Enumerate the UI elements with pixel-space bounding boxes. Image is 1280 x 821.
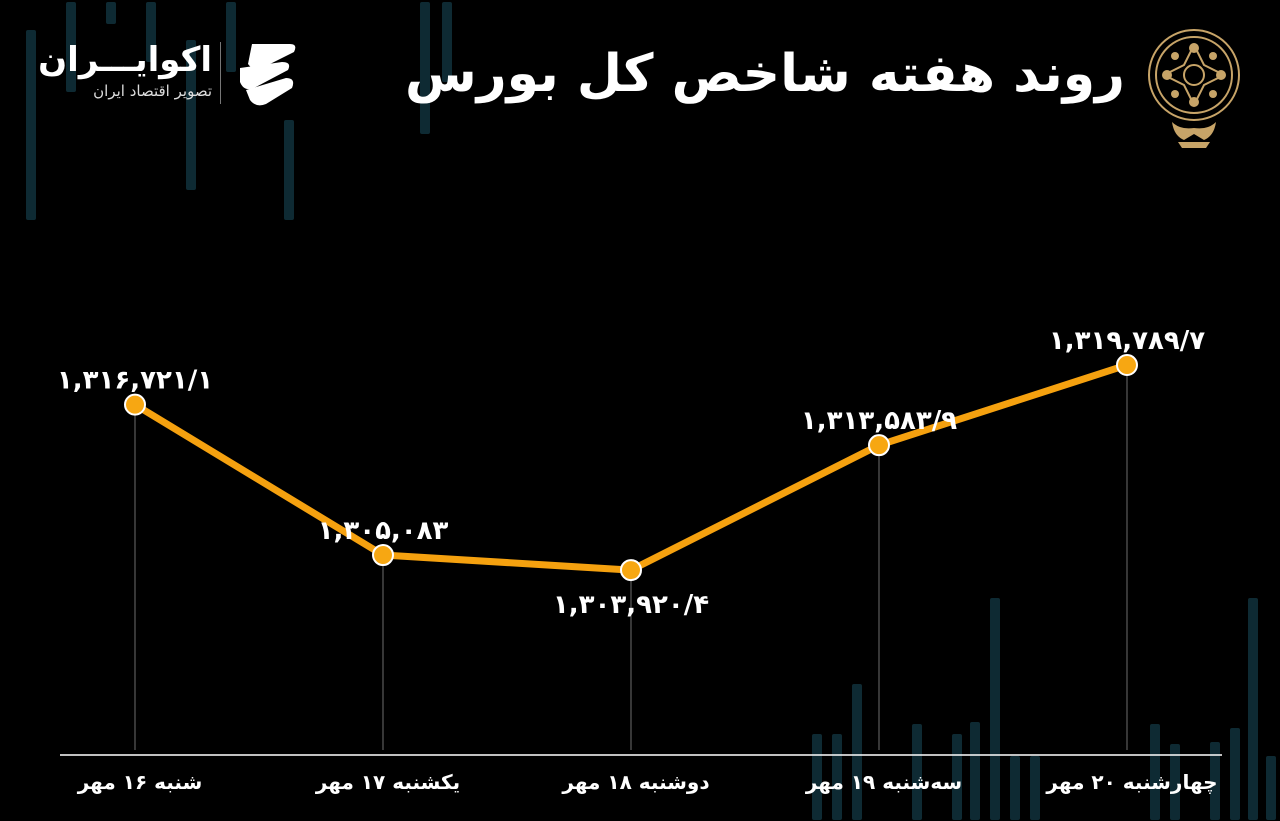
deco-bar — [1248, 598, 1258, 820]
chart-title: روند هفته شاخص کل بورس — [404, 44, 1126, 104]
x-tick-label: شنبه ۱۶ مهر — [77, 770, 203, 794]
deco-bar — [186, 40, 196, 190]
deco-bar — [852, 684, 862, 820]
deco-bar — [26, 30, 36, 220]
data-markers — [124, 353, 1138, 582]
deco-bar — [1210, 742, 1220, 820]
guide-lines — [134, 364, 1128, 750]
tehran-stock-exchange-emblem-icon — [1148, 29, 1240, 148]
brand-subtitle: تصویر اقتصاد ایران — [93, 82, 212, 100]
deco-bar — [1170, 744, 1180, 820]
deco-bar — [66, 2, 76, 92]
x-tick-labels: شنبه ۱۶ مهر یکشنبه ۱۷ مهر دوشنبه ۱۸ مهر سه‌… — [77, 770, 1218, 795]
deco-bar — [990, 598, 1000, 820]
data-label: ۱,۳۱۶,۷۲۱/۱ — [57, 366, 213, 396]
data-point-marker — [372, 544, 394, 567]
deco-bar — [284, 120, 294, 220]
x-tick-label: دوشنبه ۱۸ مهر — [561, 770, 709, 794]
deco-bar — [1030, 756, 1040, 820]
x-tick-label: چهارشنبه ۲۰ مهر — [1045, 770, 1217, 795]
deco-bar — [1266, 756, 1276, 820]
deco-bar — [970, 722, 980, 820]
data-point-marker — [620, 559, 642, 582]
deco-bar — [146, 2, 156, 62]
index-series-line — [133, 361, 1129, 574]
data-label: ۱,۳۱۹,۷۸۹/۷ — [1049, 326, 1205, 356]
brand-name: اکوایـــران — [38, 40, 212, 80]
deco-bar — [1230, 728, 1240, 820]
data-label: ۱,۳۱۳,۵۸۳/۹ — [801, 406, 957, 436]
data-label: ۱,۳۰۳,۹۲۰/۴ — [553, 590, 709, 620]
deco-bar — [1150, 724, 1160, 820]
deco-bar — [442, 2, 452, 82]
data-point-marker — [124, 393, 146, 416]
deco-bar — [1010, 756, 1020, 820]
deco-bar — [226, 2, 236, 72]
data-point-marker — [1116, 353, 1138, 376]
ekoiran-logo-icon — [240, 44, 296, 106]
x-tick-label: سه‌شنبه ۱۹ مهر — [805, 770, 962, 794]
data-label: ۱,۳۰۵,۰۸۳ — [318, 516, 449, 546]
x-tick-label: یکشنبه ۱۷ مهر — [315, 770, 460, 794]
brand-separator — [220, 42, 221, 104]
value-labels: ۱,۳۱۶,۷۲۱/۱ ۱,۳۰۵,۰۸۳ ۱,۳۰۳,۹۲۰/۴ ۱,۳۱۳,۵۸۳… — [57, 326, 1205, 620]
deco-bar — [912, 724, 922, 820]
decorative-background-bars — [26, 2, 1276, 820]
brand-block: اکوایـــران تصویر اقتصاد ایران — [38, 40, 212, 102]
deco-bar — [106, 2, 116, 24]
data-point-marker — [868, 434, 890, 457]
deco-bar — [420, 2, 430, 134]
